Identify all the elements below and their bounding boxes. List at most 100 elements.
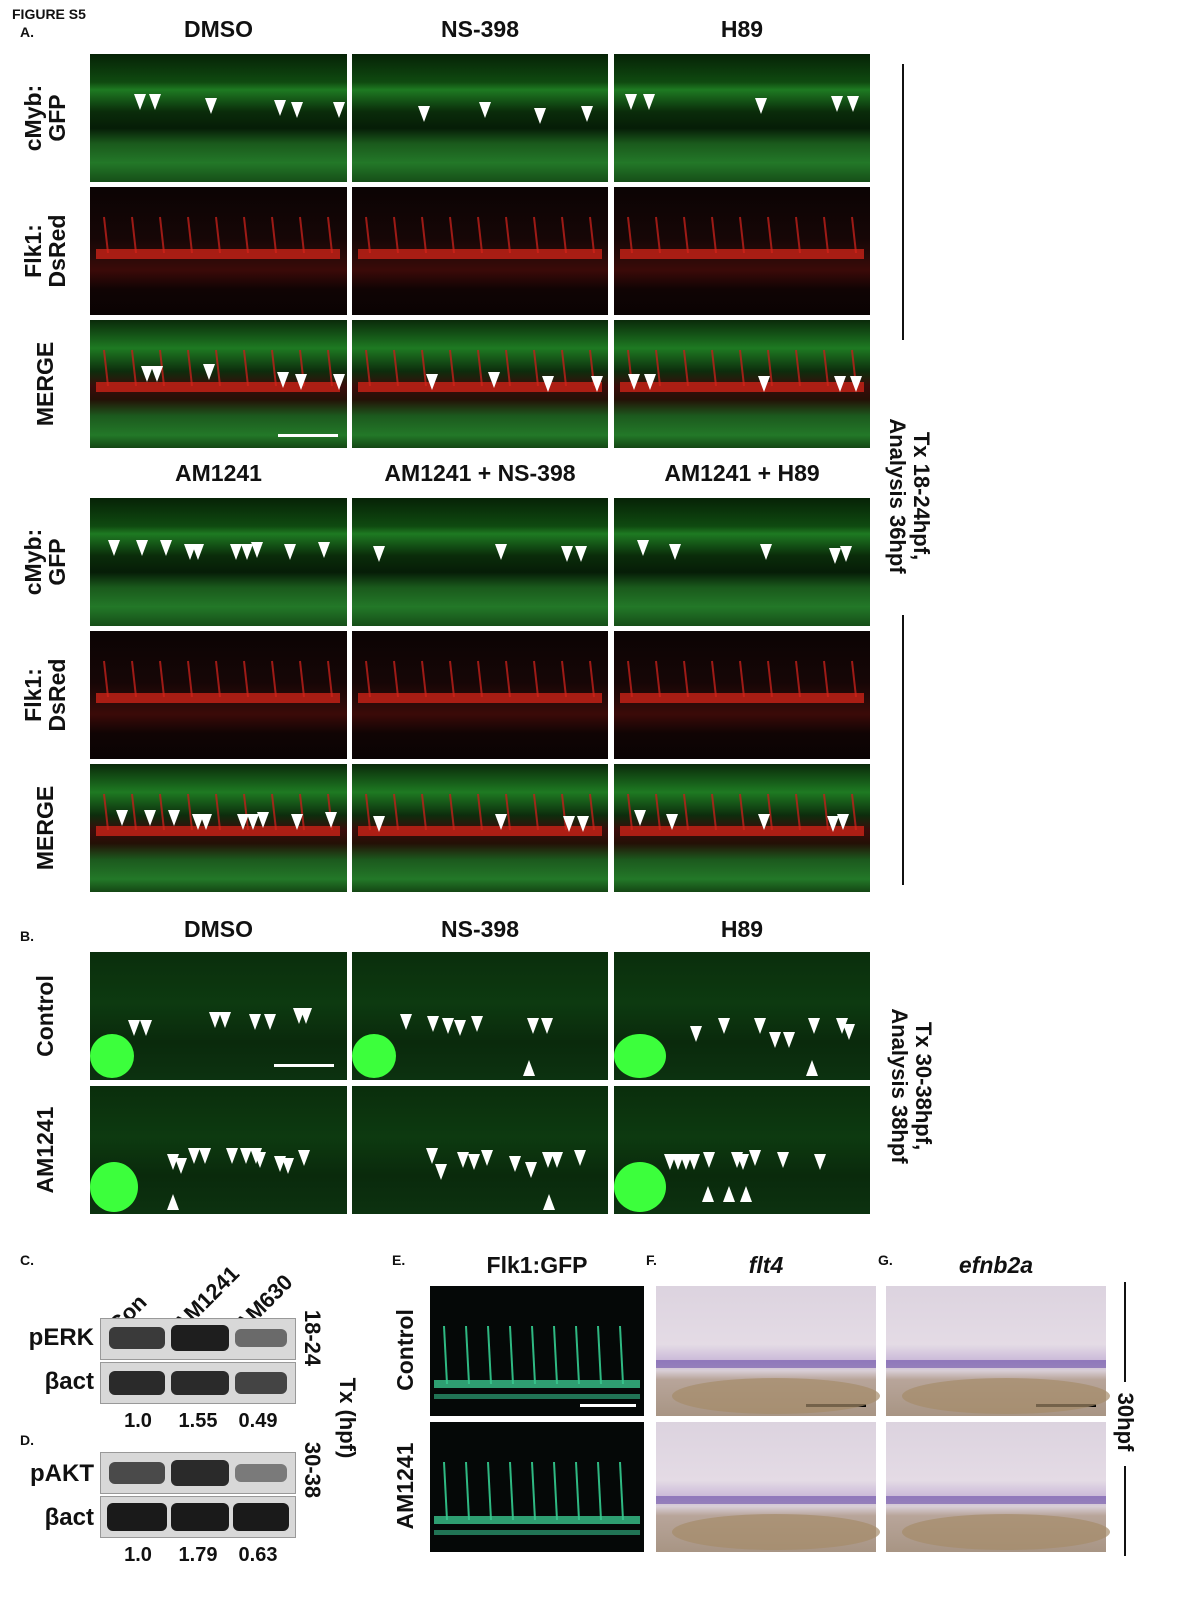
deco-layer (96, 94, 1110, 1550)
arrowhead (758, 376, 770, 392)
arrowhead (808, 1018, 820, 1034)
vessel (823, 660, 829, 698)
arrowhead (251, 542, 263, 558)
yolk-extension (902, 1514, 1110, 1550)
vessel (299, 216, 305, 254)
arrowhead (702, 1186, 714, 1202)
col-header-flt4: flt4 (748, 1252, 784, 1278)
vessel (215, 349, 221, 387)
scale-bar (580, 1404, 636, 1407)
arrowhead (543, 1194, 555, 1210)
vessel (795, 349, 801, 387)
arrowhead (664, 1154, 676, 1170)
scale-bar (278, 434, 338, 437)
arrowhead (643, 94, 655, 110)
col-header-am1241: AM1241 (175, 460, 262, 486)
arrowhead (740, 1186, 752, 1202)
col-header-efnb2a: efnb2a (958, 1252, 1034, 1278)
vessel (655, 660, 661, 698)
arrowhead (850, 376, 862, 392)
arrowhead (836, 1018, 848, 1034)
vessel-axial (96, 826, 340, 836)
vessel (823, 216, 829, 254)
vessel (103, 349, 109, 387)
arrowhead (140, 1020, 152, 1036)
vessel (243, 349, 249, 387)
arrowhead (672, 1154, 684, 1170)
vessel (739, 216, 745, 254)
vessel (187, 660, 193, 698)
vessel (271, 660, 277, 698)
vessel (449, 349, 455, 387)
arrowhead (209, 1012, 221, 1028)
arrowhead (829, 548, 841, 564)
panel-letter-d: D. (20, 1432, 34, 1448)
blot-label-pakt: pAKT (30, 1460, 94, 1487)
vessel (627, 660, 633, 698)
vessel (795, 793, 801, 831)
vessel (553, 1461, 558, 1521)
arrowhead (551, 1152, 563, 1168)
arrowhead (754, 1018, 766, 1034)
arrowhead (542, 376, 554, 392)
vessel (215, 793, 221, 831)
arrowhead (400, 1014, 412, 1030)
vessel (327, 349, 333, 387)
vessel-axial (358, 693, 602, 703)
yolk-extension (902, 1378, 1110, 1414)
arrowhead (575, 546, 587, 562)
panel-b-dmso-am1241 (90, 1086, 347, 1214)
arrowhead (219, 1012, 231, 1028)
vessel (365, 793, 371, 831)
arrowhead (840, 546, 852, 562)
arrowhead (737, 1154, 749, 1170)
vessel (187, 216, 193, 254)
arrowhead (625, 94, 637, 110)
arrowhead (581, 106, 593, 122)
blot-bact-c (100, 1362, 296, 1404)
vessel (487, 1325, 492, 1385)
vessel (187, 793, 193, 831)
vessel (365, 216, 371, 254)
arrowhead (291, 814, 303, 830)
vessel-axial (434, 1380, 640, 1388)
arrowhead (834, 376, 846, 392)
arrowhead (442, 1018, 454, 1034)
arrowhead (847, 96, 859, 112)
vessel (851, 793, 857, 831)
arrowhead (298, 1150, 310, 1166)
blot-label-perk: pERK (28, 1324, 94, 1351)
arrowhead (426, 1148, 438, 1164)
value-c-am1241: 1.55 (178, 1410, 218, 1432)
arrowhead (160, 540, 172, 556)
arrowhead (488, 372, 500, 388)
panel-letter-e: E. (392, 1252, 406, 1268)
arrowhead (843, 1024, 855, 1040)
vessel-axial (96, 249, 340, 259)
arrowhead (128, 1020, 140, 1036)
vessel (393, 216, 399, 254)
arrowhead (814, 1154, 826, 1170)
vessel (421, 660, 427, 698)
vessel (103, 660, 109, 698)
arrowhead (471, 1016, 483, 1032)
value-d-am630: 0.63 (238, 1544, 278, 1566)
arrowhead (534, 108, 546, 124)
arrowhead (205, 98, 217, 114)
vessel (683, 216, 689, 254)
vessel (131, 793, 137, 831)
value-d-am1241: 1.79 (178, 1544, 218, 1566)
vessel (533, 793, 539, 831)
vessel (531, 1461, 536, 1521)
vessel (627, 216, 633, 254)
vessel (589, 793, 595, 831)
arrowhead (688, 1154, 700, 1170)
vessel (531, 1325, 536, 1385)
arrowhead (295, 374, 307, 390)
arrowhead (479, 102, 491, 118)
value-c-con: 1.0 (124, 1410, 152, 1432)
panel-b-h89-control (614, 952, 870, 1080)
arrowhead (200, 814, 212, 830)
arrowhead (454, 1020, 466, 1036)
arrowhead (561, 546, 573, 562)
